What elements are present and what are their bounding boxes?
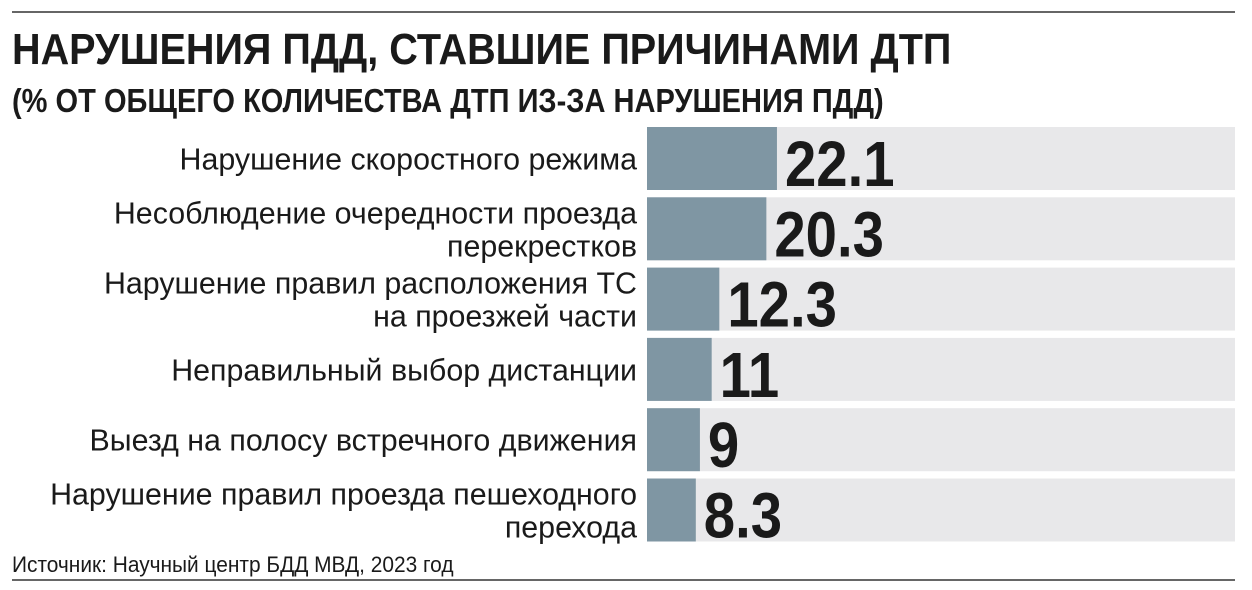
category-label: перекрестков [447, 228, 637, 263]
value-label: 9 [708, 409, 739, 481]
category-label: Выезд на полосу встречного движения [90, 422, 637, 457]
bar [647, 337, 712, 401]
bar [647, 197, 767, 261]
bar [647, 267, 720, 331]
value-label: 22.1 [785, 128, 895, 200]
bar-background [647, 337, 1235, 401]
chart-subtitle: (% ОТ ОБЩЕГО КОЛИЧЕСТВА ДТП ИЗ-ЗА НАРУШЕ… [12, 82, 884, 119]
category-label: на проезжей части [373, 298, 637, 333]
value-label: 8.3 [704, 479, 782, 551]
value-label: 11 [720, 339, 780, 411]
value-label: 20.3 [774, 198, 884, 270]
category-label: Неправильный выбор дистанции [171, 352, 637, 387]
bar [647, 408, 700, 472]
category-label: Нарушение правил проезда пешеходного [50, 476, 637, 511]
bar-background [647, 478, 1235, 542]
source: Источник: Научный центр БДД МВД, 2023 го… [12, 553, 454, 578]
chart-title: НАРУШЕНИЯ ПДД, СТАВШИЕ ПРИЧИНАМИ ДТП [12, 24, 951, 73]
value-label: 12.3 [727, 268, 837, 340]
bar-background [647, 267, 1235, 331]
category-label: Несоблюдение очередности проезда [114, 195, 638, 230]
bar [647, 478, 696, 542]
category-label: перехода [505, 509, 638, 544]
category-label: Нарушение правил расположения ТС [104, 265, 637, 300]
bar-background [647, 408, 1235, 472]
bar [647, 127, 777, 190]
category-label: Нарушение скоростного режима [180, 141, 638, 176]
